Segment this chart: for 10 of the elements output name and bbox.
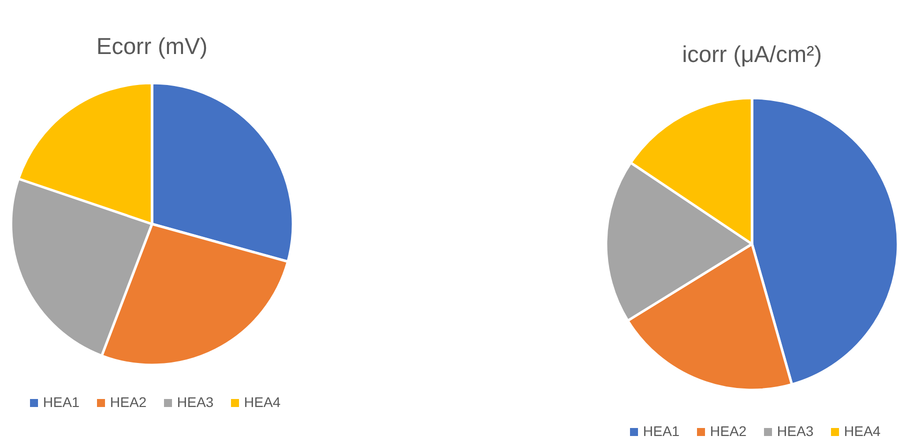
legend-label: HEA4 [244, 394, 281, 410]
legend-label: HEA3 [177, 394, 214, 410]
legend-label: HEA1 [643, 423, 680, 439]
legend-label: HEA1 [43, 394, 80, 410]
legend-label: HEA3 [777, 423, 814, 439]
legend-label: HEA4 [844, 423, 881, 439]
legend-label: HEA2 [110, 394, 147, 410]
legend-label: HEA2 [710, 423, 747, 439]
chart-title: icorr (μA/cm²) [682, 41, 822, 67]
chart-title: Ecorr (mV) [96, 33, 208, 59]
